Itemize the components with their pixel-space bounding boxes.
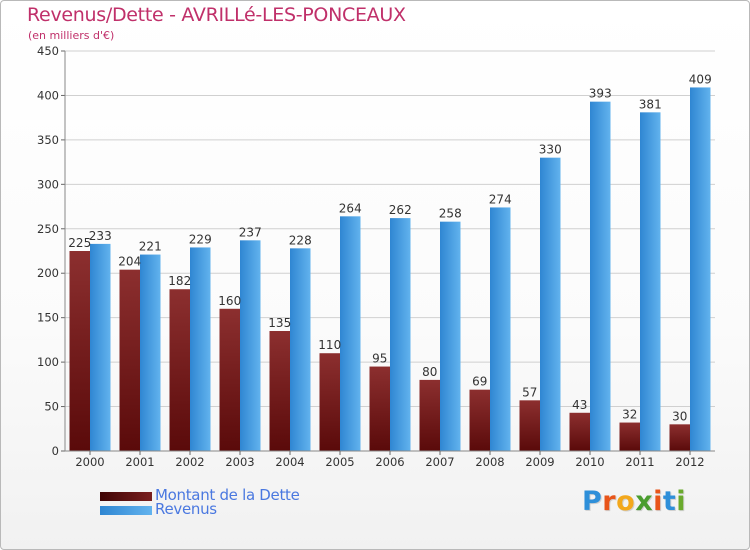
bar-revenus bbox=[590, 101, 611, 452]
bar-revenus bbox=[440, 221, 461, 451]
bar-revenus bbox=[490, 207, 511, 451]
bar-revenus bbox=[540, 157, 561, 451]
y-tick-label: 150 bbox=[37, 311, 59, 325]
value-label-dette: 160 bbox=[218, 294, 241, 308]
bar-dette bbox=[269, 331, 290, 451]
bar-dette bbox=[569, 412, 590, 451]
proxiti-logo: Proxiti bbox=[582, 486, 686, 517]
value-label-revenus: 262 bbox=[389, 203, 412, 217]
value-label-dette: 69 bbox=[472, 375, 487, 389]
value-label-dette: 43 bbox=[572, 398, 587, 412]
value-label-revenus: 264 bbox=[339, 201, 362, 215]
x-tick-label: 2011 bbox=[625, 455, 654, 469]
legend-swatch-revenus bbox=[100, 506, 152, 515]
value-label-dette: 110 bbox=[318, 338, 341, 352]
x-tick-label: 2007 bbox=[425, 455, 454, 469]
bar-dette bbox=[119, 269, 140, 451]
value-label-revenus: 409 bbox=[689, 72, 712, 86]
bar-dette bbox=[369, 366, 390, 451]
value-label-dette: 80 bbox=[422, 365, 437, 379]
bar-revenus bbox=[340, 216, 361, 451]
bar-dette bbox=[319, 353, 340, 451]
y-tick-label: 400 bbox=[37, 88, 59, 102]
y-tick-label: 50 bbox=[44, 400, 59, 414]
bar-dette bbox=[619, 422, 640, 451]
value-label-revenus: 274 bbox=[489, 192, 512, 206]
legend-label-revenus: Revenus bbox=[155, 500, 217, 518]
x-tick-label: 2010 bbox=[575, 455, 604, 469]
x-tick-label: 2003 bbox=[225, 455, 254, 469]
value-label-dette: 57 bbox=[522, 385, 537, 399]
y-tick-label: 200 bbox=[37, 266, 59, 280]
value-label-revenus: 381 bbox=[639, 97, 662, 111]
value-label-dette: 135 bbox=[268, 316, 291, 330]
bar-revenus bbox=[690, 87, 711, 451]
value-label-revenus: 221 bbox=[139, 240, 162, 254]
logo-letter: P bbox=[582, 486, 603, 517]
x-tick-label: 2012 bbox=[675, 455, 704, 469]
x-tick-label: 2009 bbox=[525, 455, 554, 469]
x-tick-label: 2002 bbox=[175, 455, 204, 469]
value-label-revenus: 330 bbox=[539, 143, 562, 157]
x-tick-label: 2008 bbox=[475, 455, 504, 469]
y-tick-label: 100 bbox=[37, 355, 59, 369]
value-label-dette: 204 bbox=[118, 255, 141, 269]
value-label-dette: 30 bbox=[672, 409, 687, 423]
value-label-dette: 95 bbox=[372, 352, 387, 366]
x-tick-label: 2004 bbox=[275, 455, 304, 469]
value-label-dette: 32 bbox=[622, 408, 637, 422]
bar-dette bbox=[669, 424, 690, 451]
logo-letter: x bbox=[635, 486, 654, 517]
bar-dette bbox=[69, 251, 90, 451]
bar-dette bbox=[169, 289, 190, 451]
y-tick-label: 350 bbox=[37, 133, 59, 147]
bar-dette bbox=[219, 308, 240, 451]
legend-swatch-dette bbox=[100, 492, 152, 501]
legend-label-dette: Montant de la Dette bbox=[155, 486, 300, 504]
bar-revenus bbox=[640, 112, 661, 451]
bar-revenus bbox=[390, 218, 411, 451]
x-tick-label: 2001 bbox=[125, 455, 154, 469]
logo-letter: o bbox=[616, 486, 636, 517]
value-label-revenus: 233 bbox=[89, 229, 112, 243]
y-tick-label: 450 bbox=[37, 44, 59, 58]
x-tick-label: 2000 bbox=[75, 455, 104, 469]
value-label-dette: 225 bbox=[68, 236, 91, 250]
y-tick-label: 300 bbox=[37, 177, 59, 191]
logo-letter: i bbox=[653, 486, 663, 517]
bar-revenus bbox=[240, 240, 261, 451]
y-tick-label: 250 bbox=[37, 222, 59, 236]
x-tick-label: 2005 bbox=[325, 455, 354, 469]
x-tick-label: 2006 bbox=[375, 455, 404, 469]
value-label-revenus: 229 bbox=[189, 232, 212, 246]
chart-title: Revenus/Dette - AVRILLé-LES-PONCEAUX bbox=[27, 4, 406, 26]
logo-letter: t bbox=[662, 486, 677, 517]
logo-letter: r bbox=[602, 486, 617, 517]
logo-letter: i bbox=[676, 486, 687, 517]
chart-subtitle: (en milliers d'€) bbox=[28, 29, 115, 42]
value-label-revenus: 393 bbox=[589, 87, 612, 101]
bar-revenus bbox=[90, 243, 111, 451]
bar-dette bbox=[419, 379, 440, 451]
value-label-revenus: 237 bbox=[239, 225, 262, 239]
bar-dette bbox=[469, 389, 490, 451]
value-label-revenus: 258 bbox=[439, 207, 462, 221]
bar-revenus bbox=[190, 247, 211, 451]
bar-revenus bbox=[290, 248, 311, 451]
y-tick-label: 0 bbox=[52, 444, 59, 458]
bar-dette bbox=[519, 400, 540, 451]
value-label-revenus: 228 bbox=[289, 233, 312, 247]
value-label-dette: 182 bbox=[168, 274, 191, 288]
bar-revenus bbox=[140, 254, 161, 451]
